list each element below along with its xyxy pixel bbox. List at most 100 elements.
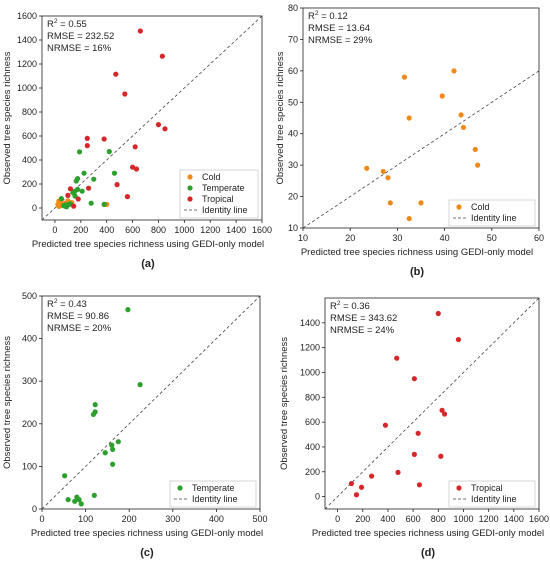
x-tick-label: 200: [355, 514, 370, 524]
y-tick-label: 400: [22, 334, 37, 344]
nrmse-stat: NRMSE = 29%: [308, 35, 373, 46]
y-tick-label: 400: [22, 155, 37, 165]
chart-panel-b: 10 20 30 40 50 60 10 20 30 40 50 60 70 80 Predicted tr…: [275, 0, 550, 284]
data-point-tropical: [435, 310, 441, 317]
r2-prefix: R: [308, 11, 315, 22]
y-axis-label: Observed tree species richness: [275, 51, 286, 184]
data-point-tropical: [368, 473, 375, 479]
plot-frame: [324, 297, 540, 510]
data-point-cold: [451, 68, 457, 74]
y-tick-label: 600: [305, 417, 320, 427]
data-point-tropical: [132, 144, 138, 150]
panel-label: (b): [410, 266, 424, 278]
x-tick-label: 40: [440, 233, 450, 243]
data-point-tropical: [155, 122, 162, 128]
data-point-temperate: [110, 461, 116, 467]
x-tick-label: 100: [78, 514, 93, 524]
data-point-tropical: [75, 196, 81, 202]
y-axis-label: Observed tree species richness: [2, 336, 13, 469]
data-point-temperate: [76, 149, 83, 155]
y-tick-label: 70: [288, 34, 298, 44]
data-point-temperate: [72, 498, 78, 504]
legend-box: [448, 199, 536, 227]
legend-label: Identity line: [192, 494, 238, 504]
data-point-temperate: [91, 492, 97, 498]
data-point-cold: [380, 168, 386, 175]
y-tick-label: 400: [305, 442, 320, 452]
x-tick-label: 1000: [453, 514, 473, 524]
x-tick-label: 800: [151, 225, 166, 235]
y-tick-label: 200: [22, 419, 37, 429]
x-tick-label: 400: [209, 514, 224, 524]
data-point-temperate: [81, 170, 87, 176]
data-point-tropical: [358, 484, 365, 490]
panel-label: (a): [141, 258, 155, 270]
data-point-tropical: [84, 135, 90, 141]
y-tick-label: 20: [288, 192, 298, 202]
x-tick-label: 1200: [200, 225, 220, 235]
identity-line: [42, 296, 260, 509]
plot-frame: [41, 295, 261, 510]
data-point-temperate: [101, 201, 107, 207]
data-point-temperate: [92, 409, 98, 415]
identity-line: [325, 298, 539, 509]
y-tick-label: 60: [288, 66, 298, 76]
legend-box: [179, 169, 259, 219]
legend-label: Tropical: [471, 483, 503, 493]
data-point-cold: [439, 93, 445, 99]
panel-label: (d): [421, 547, 435, 559]
data-point-cold: [364, 165, 370, 171]
legend-marker-temperate: [177, 485, 183, 491]
data-point-tropical: [455, 336, 462, 343]
y-tick-label: 1200: [300, 343, 320, 353]
identity-line: [42, 16, 262, 220]
data-point-cold: [418, 200, 424, 206]
data-point-temperate: [125, 307, 131, 313]
data-point-temperate: [110, 446, 116, 452]
data-point-cold: [475, 162, 481, 168]
x-tick-label: 200: [122, 514, 137, 524]
legend-label: Identity line: [471, 494, 517, 504]
legend-marker-cold: [187, 174, 193, 180]
chart-panel-c: 0 100 200 300 400 500 0 100 200 300 400 500 Predicte…: [0, 284, 275, 568]
y-tick-label: 100: [22, 461, 37, 471]
plot-frame: [302, 7, 540, 229]
data-point-tropical: [348, 480, 355, 487]
x-tick-label: 30: [392, 233, 402, 243]
x-tick-label: 10: [298, 233, 308, 243]
x-tick-label: 600: [406, 514, 421, 524]
r2-value: = 0.55: [58, 19, 87, 30]
data-point-tropical: [137, 28, 143, 34]
x-tick-label: 50: [487, 233, 497, 243]
y-tick-label: 1600: [17, 11, 37, 21]
legend-marker-tropical: [456, 485, 462, 491]
r2-prefix: R: [330, 301, 337, 312]
legend-marker-cold: [456, 204, 462, 210]
data-point-temperate: [137, 382, 143, 388]
legend-box: [169, 480, 257, 508]
data-point-tropical: [411, 451, 417, 457]
y-tick-label: 50: [288, 97, 298, 107]
data-point-tropical: [67, 186, 74, 192]
y-tick-label: 1200: [17, 59, 37, 69]
data-point-tropical: [394, 355, 400, 361]
x-tick-label: 300: [165, 514, 180, 524]
data-point-temperate: [62, 473, 68, 479]
legend-marker-temperate: [187, 185, 193, 191]
chart-svg: 0 100 200 300 400 500 0 100 200 300 400 500 Predicte…: [2, 291, 268, 559]
r2-value: = 0.43: [58, 299, 87, 310]
x-tick-label: 20: [345, 233, 355, 243]
data-point-cold: [406, 115, 412, 121]
r2-prefix: R: [47, 299, 54, 310]
y-tick-label: 600: [22, 131, 37, 141]
data-point-temperate: [91, 176, 97, 182]
nrmse-stat: NRMSE = 24%: [330, 325, 395, 336]
data-point-tropical: [129, 164, 136, 170]
x-tick-label: 1400: [504, 514, 524, 524]
r2-prefix: R: [47, 19, 54, 30]
x-tick-label: 1600: [252, 225, 272, 235]
plot-frame: [41, 15, 263, 221]
data-point-temperate: [78, 501, 84, 507]
data-point-tropical: [415, 430, 421, 436]
y-tick-label: 1400: [17, 35, 37, 45]
